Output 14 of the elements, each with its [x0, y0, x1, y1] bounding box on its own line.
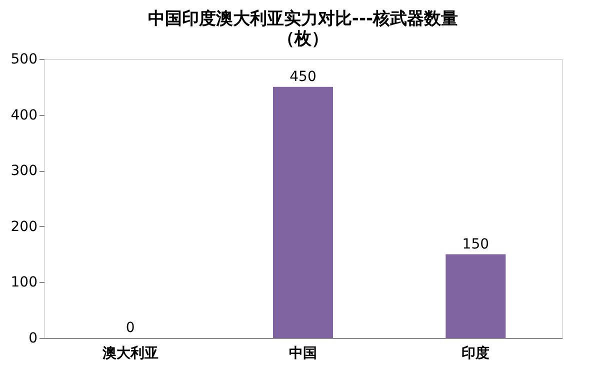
y-tick-label: 500	[10, 52, 38, 68]
chart-title: 中国印度澳大利亚实力对比---核武器数量	[148, 9, 458, 29]
y-tick-label: 100	[10, 274, 38, 291]
y-tick-label: 300	[10, 163, 38, 180]
x-tick-label: 印度	[462, 344, 490, 362]
y-tick-label: 400	[10, 107, 38, 124]
data-label: 450	[290, 68, 316, 85]
x-tick-label: 澳大利亚	[101, 346, 158, 362]
chart-subtitle: （枚）	[278, 29, 328, 49]
data-label: 150	[462, 236, 490, 252]
data-label: 0	[126, 320, 135, 336]
y-tick-label: 200	[10, 218, 38, 235]
x-tick-label: 中国	[289, 346, 317, 362]
y-tick-label: 0	[28, 330, 38, 346]
